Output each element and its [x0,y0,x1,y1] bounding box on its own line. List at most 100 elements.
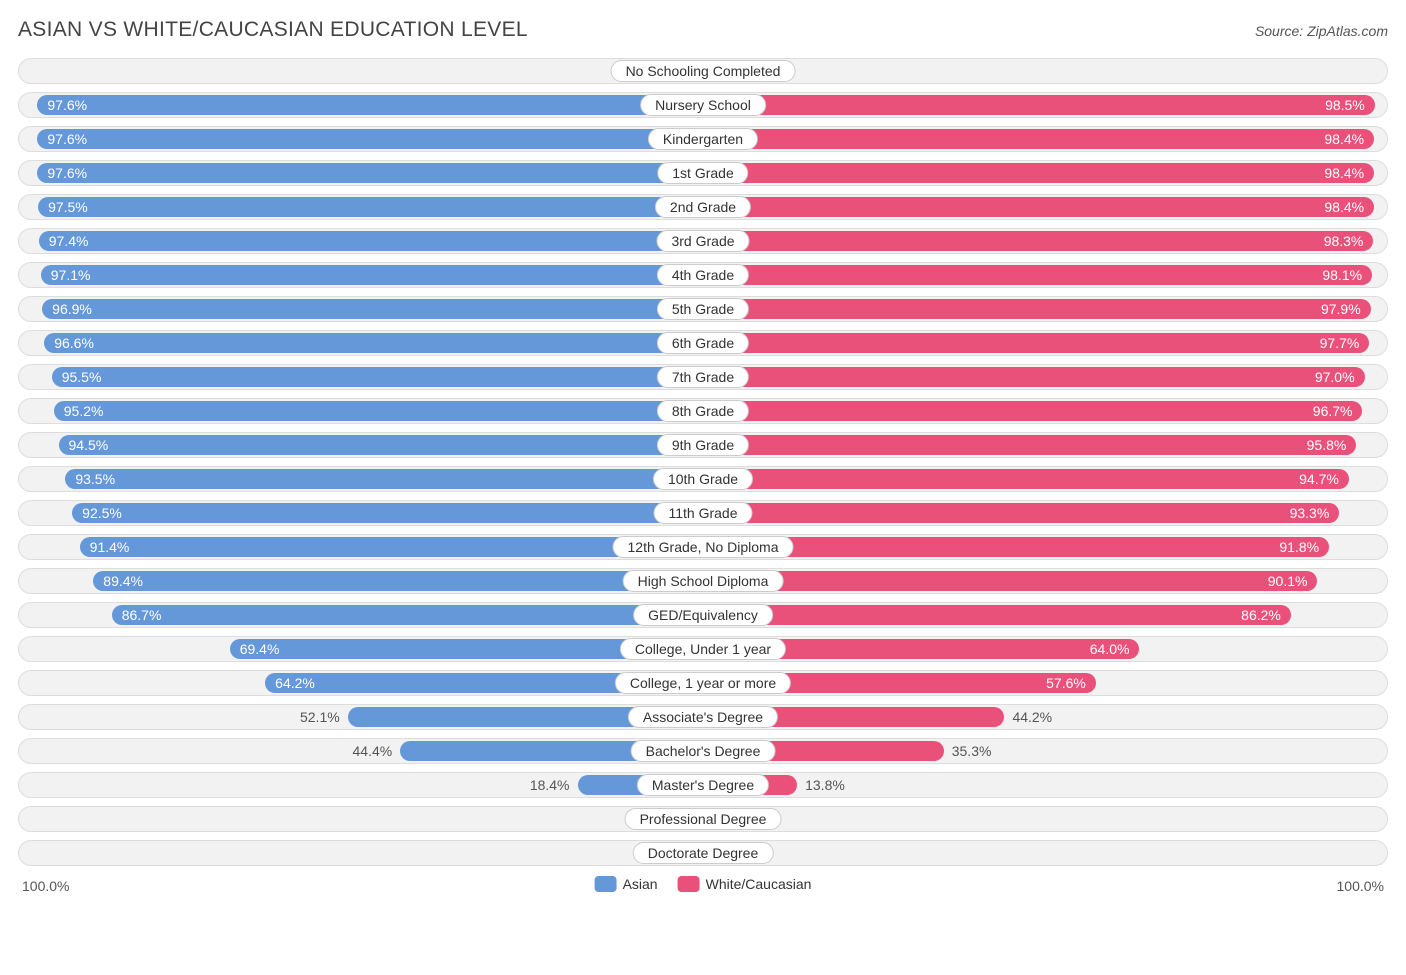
bar-left: 97.5% [38,197,703,217]
bar-right: 98.4% [703,163,1374,183]
pct-right: 97.0% [1315,369,1355,385]
pct-left: 44.4% [353,743,393,759]
chart-row: 93.5% 94.7%10th Grade [18,466,1388,492]
bar-left: 97.6% [37,95,703,115]
bar-right: 95.8% [703,435,1356,455]
category-label: Kindergarten [648,128,758,150]
chart-header: ASIAN VS WHITE/CAUCASIAN EDUCATION LEVEL… [18,18,1388,42]
category-label: Professional Degree [625,808,782,830]
pct-right: 98.4% [1324,165,1364,181]
pct-right: 98.4% [1324,131,1364,147]
bar-left: 97.1% [41,265,703,285]
category-label: 9th Grade [657,434,749,456]
chart-row: 96.9%97.9%5th Grade [18,296,1388,322]
pct-right: 98.1% [1322,267,1362,283]
chart-row: 97.4% 98.3% 3rd Grade [18,228,1388,254]
chart-row: 96.6% 97.7% 6th Grade [18,330,1388,356]
chart-legend: Asian White/Caucasian [595,876,812,892]
pct-right: 91.8% [1279,539,1319,555]
bar-left: 86.7% [112,605,703,625]
category-label: Associate's Degree [628,706,778,728]
bar-right: 98.4% [703,129,1374,149]
pct-right: 44.2% [1012,709,1052,725]
chart-row: 97.6% 98.4% Kindergarten [18,126,1388,152]
source-prefix: Source: [1255,23,1303,39]
pct-left: 94.5% [69,437,109,453]
pct-left: 86.7% [122,607,162,623]
bar-left: 92.5% [72,503,703,523]
pct-right: 98.3% [1324,233,1364,249]
chart-row: 94.5% 95.8%9th Grade [18,432,1388,458]
pct-left: 96.9% [52,301,92,317]
bar-left: 94.5% [59,435,703,455]
pct-left: 97.5% [48,199,88,215]
pct-right: 97.7% [1320,335,1360,351]
chart-row: 52.1% 44.2% Associate's Degree [18,704,1388,730]
pct-left: 97.6% [47,97,87,113]
pct-right: 35.3% [952,743,992,759]
pct-left: 95.2% [64,403,104,419]
bar-right: 94.7% [703,469,1349,489]
chart-row: 97.5%98.4%2nd Grade [18,194,1388,220]
axis-right-max: 100.0% [1337,878,1384,894]
category-label: No Schooling Completed [611,60,796,82]
pct-left: 97.6% [47,165,87,181]
chart-row: 91.4%91.8%12th Grade, No Diploma [18,534,1388,560]
pct-right: 96.7% [1313,403,1353,419]
category-label: 6th Grade [657,332,749,354]
bar-right: 86.2% [703,605,1291,625]
bar-left: 95.2% [54,401,703,421]
legend-label-right: White/Caucasian [706,876,812,892]
category-label: Master's Degree [637,774,769,796]
bar-right: 97.7% [703,333,1369,353]
bar-right: 98.1% [703,265,1372,285]
axis-left-max: 100.0% [22,878,69,894]
bar-right: 98.4% [703,197,1374,217]
bar-left: 97.4% [39,231,703,251]
pct-left: 97.4% [49,233,89,249]
pct-left: 92.5% [82,505,122,521]
pct-right: 98.4% [1324,199,1364,215]
chart-row: 18.4%13.8%Master's Degree [18,772,1388,798]
bar-left: 96.6% [44,333,703,353]
bar-left: 97.6% [37,163,703,183]
chart-row: 2.4%1.6%No Schooling Completed [18,58,1388,84]
legend-swatch-left [595,876,617,892]
category-label: Nursery School [640,94,766,116]
chart-title: ASIAN VS WHITE/CAUCASIAN EDUCATION LEVEL [18,18,528,42]
chart-row: 5.5%4.1%Professional Degree [18,806,1388,832]
pct-left: 93.5% [75,471,115,487]
chart-row: 44.4%35.3%Bachelor's Degree [18,738,1388,764]
diverging-bar-chart: 2.4%1.6%No Schooling Completed97.6%98.5%… [18,58,1388,866]
bar-right: 96.7% [703,401,1362,421]
chart-footer: 100.0% Asian White/Caucasian 100.0% [18,874,1388,902]
category-label: 3rd Grade [656,230,749,252]
category-label: 4th Grade [657,264,749,286]
bar-left: 89.4% [93,571,703,591]
category-label: 7th Grade [657,366,749,388]
category-label: High School Diploma [623,570,784,592]
chart-row: 97.6% 98.4% 1st Grade [18,160,1388,186]
category-label: College, 1 year or more [615,672,791,694]
pct-left: 64.2% [275,675,315,691]
chart-row: 97.1% 98.1% 4th Grade [18,262,1388,288]
category-label: GED/Equivalency [633,604,773,626]
category-label: 1st Grade [657,162,748,184]
pct-left: 52.1% [300,709,340,725]
category-label: Doctorate Degree [633,842,774,864]
pct-left: 91.4% [90,539,130,555]
chart-row: 86.7% 86.2%GED/Equivalency [18,602,1388,628]
bar-left: 93.5% [65,469,703,489]
pct-right: 64.0% [1090,641,1130,657]
pct-left: 89.4% [103,573,143,589]
bar-right: 97.0% [703,367,1365,387]
bar-left: 97.6% [37,129,703,149]
category-label: 10th Grade [653,468,753,490]
category-label: 11th Grade [653,502,752,524]
chart-row: 64.2%57.6%College, 1 year or more [18,670,1388,696]
bar-left: 91.4% [80,537,703,557]
chart-row: 95.2%96.7%8th Grade [18,398,1388,424]
pct-left: 95.5% [62,369,102,385]
chart-source: Source: ZipAtlas.com [1255,23,1388,39]
bar-right: 97.9% [703,299,1371,319]
